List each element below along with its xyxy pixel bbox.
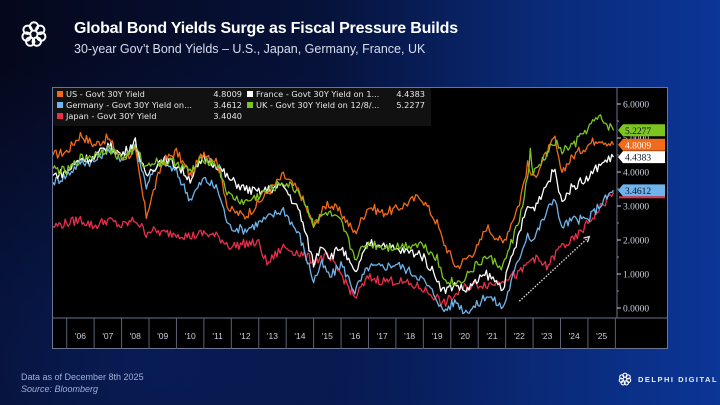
source-note: Source: Bloomberg — [21, 384, 99, 394]
legend-label: US - Govt 30Y Yield — [66, 89, 145, 99]
trend-arrow — [518, 236, 590, 302]
last-value-tag-bg — [618, 124, 665, 137]
yield-chart: '06 '07 '08 '09 '10 '11 '12 '13 '14 '15 '16 '17 '18 '… — [52, 87, 668, 349]
series-line-4 — [53, 114, 615, 286]
legend-value: 4.8009 — [213, 89, 242, 99]
legend-swatch — [57, 102, 63, 108]
y-tick-label: 0.0000 — [623, 305, 649, 315]
legend-label: Germany - Govt 30Y Yield on... — [66, 100, 192, 110]
x-tick-label: '09 — [157, 331, 168, 341]
x-tick-label: '17 — [377, 331, 388, 341]
series-line-0 — [53, 131, 615, 270]
x-tick-label: '08 — [130, 331, 141, 341]
legend-value: 3.4040 — [213, 111, 242, 121]
x-tick-label: '14 — [294, 331, 305, 341]
last-value-tag-bg — [618, 151, 665, 164]
legend-box — [53, 88, 431, 126]
legend-label: France - Govt 30Y Yield on 1... — [256, 89, 379, 99]
legend-swatch — [57, 91, 63, 97]
last-value-tag-bg — [618, 138, 665, 151]
legend-label: Japan - Govt 30Y Yield — [65, 111, 157, 121]
x-tick-label: '21 — [486, 331, 497, 341]
x-tick-label: '11 — [212, 331, 223, 341]
x-tick-label: '10 — [185, 331, 196, 341]
y-tick-label: 4.0000 — [623, 169, 649, 179]
last-value-tag: 5.2277 — [625, 127, 651, 137]
page-title: Global Bond Yields Surge as Fiscal Press… — [74, 20, 458, 37]
x-tick-label: '16 — [349, 331, 360, 341]
legend-value: 3.4612 — [213, 100, 242, 110]
x-tick-label: '23 — [541, 331, 552, 341]
legend-label: UK - Govt 30Y Yield on 12/8/... — [256, 100, 379, 110]
x-tick-label: '15 — [322, 331, 333, 341]
x-tick-label: '24 — [569, 331, 580, 341]
page-subtitle: 30-year Gov’t Bond Yields – U.S., Japan,… — [74, 42, 426, 56]
legend-swatch — [247, 91, 253, 97]
japan-tag-marker — [619, 196, 665, 199]
brand-mark: DELPHI DIGITAL — [618, 372, 718, 386]
x-tick-label: '22 — [514, 331, 525, 341]
y-tick-label: 2.0000 — [623, 237, 649, 247]
x-tick-label: '25 — [596, 331, 607, 341]
x-tick-label: '20 — [459, 331, 470, 341]
y-tick-label: 1.0000 — [623, 271, 649, 281]
legend-value: 4.4383 — [396, 89, 425, 99]
y-tick-label: 6.0000 — [623, 101, 649, 111]
delphi-brand-icon — [618, 372, 632, 386]
series-group — [53, 114, 615, 315]
legend-value: 5.2277 — [396, 100, 425, 110]
brand-name: DELPHI DIGITAL — [638, 374, 719, 384]
last-value-tag-bg — [618, 184, 665, 197]
legend-swatch — [57, 113, 63, 119]
x-tick-label: '18 — [404, 331, 415, 341]
chart-frame — [52, 87, 668, 349]
legend-swatch — [247, 102, 253, 108]
y-tick-label: 3.0000 — [623, 203, 649, 213]
x-tick-label: '13 — [267, 331, 278, 341]
last-value-tag: 4.8009 — [625, 141, 651, 151]
series-line-1 — [53, 143, 615, 315]
last-value-tag: 4.4383 — [625, 154, 651, 164]
data-date-note: Data as of December 8th 2025 — [21, 372, 144, 382]
x-tick-label: '19 — [432, 331, 443, 341]
series-line-2 — [53, 192, 615, 307]
x-tick-label: '07 — [102, 331, 113, 341]
delphi-logo-icon — [21, 21, 47, 47]
trend-arrow-head — [583, 235, 591, 243]
last-value-tag: 3.4612 — [625, 187, 651, 197]
x-tick-label: '06 — [75, 331, 86, 341]
x-tick-label: '12 — [239, 331, 250, 341]
